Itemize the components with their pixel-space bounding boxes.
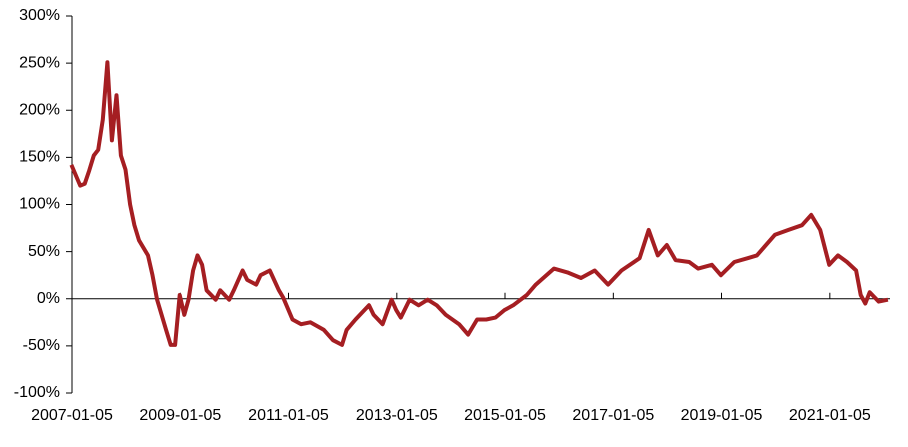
x-tick-label: 2009-01-05 [139, 407, 221, 424]
x-tick-label: 2021-01-05 [789, 407, 871, 424]
x-tick-label: 2007-01-05 [31, 407, 113, 424]
y-tick-label: 300% [19, 7, 60, 24]
y-tick-label: -100% [14, 384, 60, 401]
y-tick-label: 250% [19, 54, 60, 71]
y-tick-label: 0% [37, 290, 60, 307]
x-tick-label: 2013-01-05 [356, 407, 438, 424]
x-tick-label: 2015-01-05 [464, 407, 546, 424]
x-tick-label: 2017-01-05 [572, 407, 654, 424]
y-tick-label: -50% [23, 337, 60, 354]
x-tick-label: 2011-01-05 [248, 407, 329, 424]
x-tick-label: 2019-01-05 [681, 407, 763, 424]
y-tick-label: 150% [19, 149, 60, 166]
y-tick-label: 200% [19, 101, 60, 118]
y-tick-label: 100% [19, 196, 60, 213]
series-line [69, 60, 889, 347]
y-tick-label: 50% [28, 243, 60, 260]
